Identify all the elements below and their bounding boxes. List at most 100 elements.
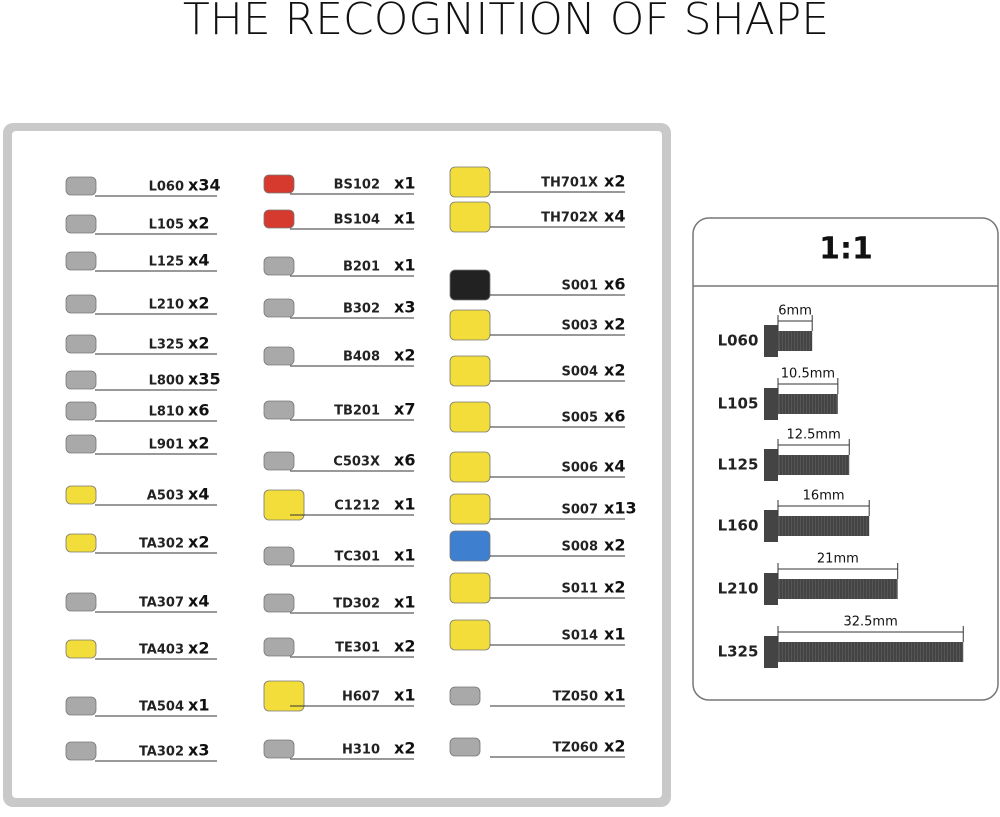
bolt-code: L105 <box>718 395 759 413</box>
part-code: L901 <box>149 438 184 453</box>
part-qty: x1 <box>394 209 415 228</box>
part-code: TC301 <box>334 550 380 565</box>
part-qty: x2 <box>188 334 209 353</box>
part-qty: x2 <box>188 294 209 313</box>
part-icon <box>65 251 97 271</box>
bolt-code: L060 <box>718 332 759 350</box>
part-qty: x1 <box>394 546 415 565</box>
part-qty: x1 <box>394 174 415 193</box>
part-icon <box>65 334 97 354</box>
part-code: TZ050 <box>553 690 598 705</box>
bolt-code: L210 <box>718 580 759 598</box>
part-code: TA307 <box>139 596 184 611</box>
part-icon <box>449 166 491 198</box>
part-qty: x2 <box>604 578 625 597</box>
scale-title: 1:1 <box>819 232 873 267</box>
part-code: L210 <box>149 298 184 313</box>
part-qty: x4 <box>188 592 209 611</box>
part-qty: x2 <box>188 533 209 552</box>
part-code: S007 <box>562 503 599 518</box>
part-code: TH702X <box>541 211 598 226</box>
part-icon <box>449 355 491 387</box>
part-icon <box>65 370 97 390</box>
part-qty: x2 <box>604 536 625 555</box>
part-qty: x13 <box>604 499 637 518</box>
part-code: S006 <box>562 461 599 476</box>
bolt-body <box>778 516 870 536</box>
part-icon <box>263 400 295 420</box>
part-qty: x2 <box>188 434 209 453</box>
part-icon <box>263 680 305 712</box>
part-code: S004 <box>562 365 599 380</box>
part-code: TA504 <box>139 700 184 715</box>
part-code: TE301 <box>335 641 380 656</box>
part-icon <box>263 256 295 276</box>
bolt-head <box>764 388 778 420</box>
part-qty: x4 <box>604 457 625 476</box>
part-code: B302 <box>343 302 380 317</box>
part-icon <box>65 214 97 234</box>
part-code: TH701X <box>541 176 598 191</box>
part-qty: x1 <box>394 593 415 612</box>
part-qty: x2 <box>394 637 415 656</box>
part-icon <box>65 639 97 659</box>
part-icon <box>65 176 97 196</box>
part-icon <box>65 401 97 421</box>
part-qty: x7 <box>394 400 415 419</box>
part-qty: x6 <box>394 451 415 470</box>
dim-label: 10.5mm <box>781 367 835 382</box>
part-qty: x4 <box>188 485 209 504</box>
part-code: B201 <box>343 260 380 275</box>
part-code: A503 <box>147 489 184 504</box>
part-icon <box>263 593 295 613</box>
part-qty: x2 <box>188 639 209 658</box>
part-code: BS104 <box>334 213 380 228</box>
part-qty: x2 <box>604 361 625 380</box>
part-icon <box>449 269 491 301</box>
part-code: L105 <box>149 218 184 233</box>
part-code: L060 <box>149 180 184 195</box>
bolt-head <box>764 636 778 668</box>
part-code: L125 <box>149 255 184 270</box>
part-qty: x1 <box>604 625 625 644</box>
part-qty: x6 <box>188 401 209 420</box>
part-qty: x35 <box>188 370 221 389</box>
part-qty: x2 <box>604 172 625 191</box>
part-icon <box>449 530 491 562</box>
part-icon <box>263 451 295 471</box>
part-code: S014 <box>562 629 599 644</box>
part-icon <box>449 619 491 651</box>
bolt-code: L125 <box>718 456 759 474</box>
part-icon <box>65 434 97 454</box>
part-code: H310 <box>342 743 380 758</box>
part-qty: x1 <box>604 686 625 705</box>
part-qty: x6 <box>604 275 625 294</box>
part-code: B408 <box>343 350 380 365</box>
part-icon <box>263 489 305 521</box>
part-code: H607 <box>342 690 380 705</box>
part-code: S011 <box>562 582 599 597</box>
part-code: L800 <box>149 374 184 389</box>
part-qty: x1 <box>394 495 415 514</box>
part-icon <box>65 592 97 612</box>
part-code: L325 <box>149 338 184 353</box>
part-code: S003 <box>562 319 599 334</box>
part-icon <box>65 294 97 314</box>
dim-label: 32.5mm <box>843 615 897 630</box>
title: THE RECOGNITION OF SHAPE <box>183 0 829 45</box>
part-icon <box>449 451 491 483</box>
part-qty: x2 <box>604 315 625 334</box>
bolt-body <box>778 331 813 351</box>
dim-label: 21mm <box>817 552 859 567</box>
part-code: TA403 <box>139 643 184 658</box>
part-code: C503X <box>333 455 380 470</box>
part-qty: x34 <box>188 176 221 195</box>
part-code: S001 <box>562 279 599 294</box>
part-qty: x2 <box>604 737 625 756</box>
bolt-head <box>764 449 778 481</box>
bolt-head <box>764 573 778 605</box>
part-icon <box>449 201 491 233</box>
part-icon <box>65 485 97 505</box>
part-icon <box>263 739 295 759</box>
